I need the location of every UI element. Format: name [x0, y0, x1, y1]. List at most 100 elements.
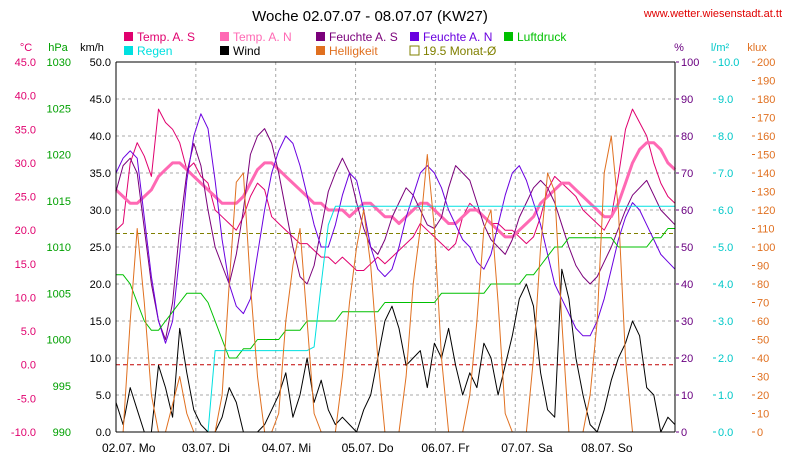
axis-unit: °C — [20, 42, 32, 54]
tick-label: 5.0 — [96, 390, 111, 402]
tick-label: 35.0 — [90, 168, 111, 180]
tick-label: 100 — [757, 242, 775, 254]
tick-label: 25.0 — [15, 192, 36, 204]
legend-swatch — [504, 32, 513, 41]
tick-label: 20 — [681, 353, 693, 365]
tick-label: 200 — [757, 57, 775, 69]
tick-label: 0 — [757, 427, 763, 439]
axis-unit: % — [674, 42, 684, 54]
series-line — [115, 108, 676, 271]
tick-label: 0.0 — [96, 427, 111, 439]
axis-unit: hPa — [48, 42, 68, 54]
tick-label: 50.0 — [90, 57, 111, 69]
tick-label: 10.0 — [90, 353, 111, 365]
tick-label: 1030 — [47, 57, 71, 69]
tick-label: 40 — [757, 353, 769, 365]
tick-label: 10 — [757, 409, 769, 421]
legend-label: Temp. A. N — [233, 30, 292, 44]
legend: Temp. A. S Temp. A. N Feuchte A. S Feuchte … — [124, 30, 567, 58]
tick-label: 50 — [681, 242, 693, 254]
tick-label: 30 — [681, 316, 693, 328]
tick-label: 60 — [757, 316, 769, 328]
tick-label: 20.0 — [15, 225, 36, 237]
tick-label: 0 — [681, 427, 687, 439]
tick-label: 1015 — [47, 196, 71, 208]
x-label: 06.07. Fr — [421, 441, 469, 455]
reference-lines — [116, 233, 675, 366]
tick-label: 30.0 — [90, 205, 111, 217]
x-label: 07.07. Sa — [501, 441, 553, 455]
tick-label: 1020 — [47, 150, 71, 162]
tick-label: 7.0 — [718, 168, 733, 180]
tick-label: 150 — [757, 150, 775, 162]
tick-label: 60 — [681, 205, 693, 217]
grid — [116, 62, 675, 432]
x-label: 02.07. Mo — [102, 441, 156, 455]
tick-label: 15.0 — [15, 259, 36, 271]
tick-label: 180 — [757, 94, 775, 106]
tick-label: 15.0 — [90, 316, 111, 328]
chart-title: Woche 02.07.07 - 08.07.07 (KW27) — [252, 8, 488, 25]
tick-label: 1010 — [47, 242, 71, 254]
tick-label: 170 — [757, 113, 775, 125]
x-label: 08.07. So — [581, 441, 633, 455]
tick-label: 1005 — [47, 288, 71, 300]
tick-label: 2.0 — [718, 353, 733, 365]
legend-swatch — [124, 46, 133, 55]
tick-label: 995 — [53, 381, 71, 393]
tick-label: 5.0 — [21, 326, 36, 338]
tick-label: 25.0 — [90, 242, 111, 254]
tick-labels: 45.0 40.0 35.0 30.0 25.0 20.0 15.0 10.0 5.0 0.0 -5… — [11, 57, 775, 439]
tick-label: 45.0 — [15, 57, 36, 69]
legend-swatch — [316, 46, 325, 55]
tick-label: 9.0 — [718, 94, 733, 106]
series-line — [115, 128, 676, 340]
tick-label: 190 — [757, 76, 775, 88]
legend-swatch — [410, 32, 419, 41]
tick-label: 10 — [681, 390, 693, 402]
x-label: 05.07. Do — [342, 441, 394, 455]
legend-swatch — [316, 32, 325, 41]
tick-label: 1000 — [47, 335, 71, 347]
tick-label: 40.0 — [90, 131, 111, 143]
legend-swatch — [220, 32, 229, 41]
source-url: www.wetter.wiesenstadt.at.tt — [643, 8, 782, 20]
tick-label: 8.0 — [718, 131, 733, 143]
tick-label: 140 — [757, 168, 775, 180]
tick-label: 20 — [757, 390, 769, 402]
tick-label: 10.0 — [718, 57, 739, 69]
tick-label: 70 — [681, 168, 693, 180]
axis-units: °C hPa km/h% l/m² klux — [20, 42, 767, 54]
tick-label: 0.0 — [21, 360, 36, 372]
axis-unit: km/h — [80, 42, 104, 54]
tick-label: 120 — [757, 205, 775, 217]
tick-label: 35.0 — [15, 124, 36, 136]
tick-label: 6.0 — [718, 205, 733, 217]
tick-label: 160 — [757, 131, 775, 143]
tick-label: 70 — [757, 298, 769, 310]
series-lines — [114, 108, 677, 433]
tick-label: 1.0 — [718, 390, 733, 402]
tick-label: 0.0 — [718, 427, 733, 439]
legend-label: Wind — [233, 44, 260, 58]
tick-label: -10.0 — [11, 427, 36, 439]
legend-swatch — [124, 32, 133, 41]
series-line — [116, 228, 675, 359]
plot-frame — [115, 61, 676, 433]
legend-label: 19.5 Monat-Ø — [423, 44, 496, 58]
tick-label: -5.0 — [17, 393, 36, 405]
x-label: 04.07. Mi — [262, 441, 311, 455]
legend-swatch — [409, 45, 420, 56]
tick-label: 90 — [757, 261, 769, 273]
legend-label: Temp. A. S — [137, 30, 195, 44]
tick-label: 30.0 — [15, 158, 36, 170]
tick-label: 990 — [53, 427, 71, 439]
legend-label: Helligkeit — [329, 44, 378, 58]
tick-label: 4.0 — [718, 279, 733, 291]
tick-label: 80 — [681, 131, 693, 143]
tick-label: 100 — [681, 57, 699, 69]
legend-label: Feuchte A. N — [423, 30, 492, 44]
tick-label: 3.0 — [718, 316, 733, 328]
tick-label: 5.0 — [718, 242, 733, 254]
